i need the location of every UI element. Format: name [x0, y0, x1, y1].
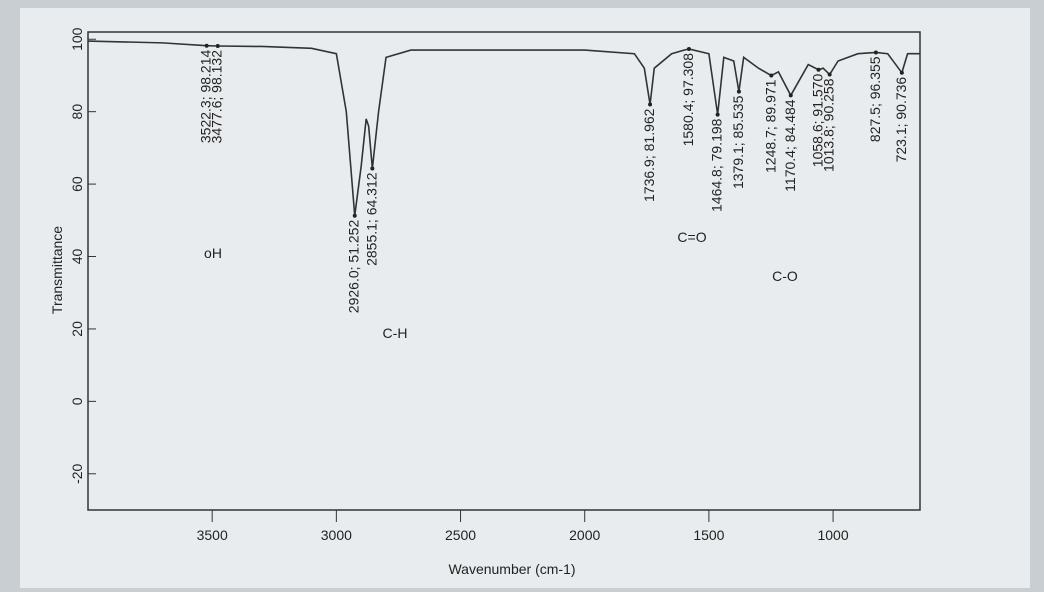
peak-label: 2855.1; 64.312 — [363, 172, 379, 266]
chart: Wavenumber (cm-1) Transmittance 100 80 60 4… — [0, 0, 1044, 592]
x-tick-label: 2500 — [445, 527, 476, 543]
peak-marker — [828, 73, 832, 77]
x-tick-label: 1500 — [693, 527, 724, 543]
annotation: C-H — [383, 325, 408, 341]
peak-label: 2926.0; 51.252 — [346, 220, 362, 314]
y-axis-label: Transmittance — [49, 226, 65, 314]
peak-label: 1379.1; 85.535 — [730, 95, 746, 189]
x-axis-label: Wavenumber (cm-1) — [448, 561, 575, 577]
peak-marker — [737, 90, 741, 94]
peak-label: 3477.6; 98.132 — [209, 50, 225, 144]
peak-marker — [817, 68, 821, 72]
x-tick-label: 3000 — [321, 527, 352, 543]
peak-marker — [370, 166, 374, 170]
peak-label: 827.5; 96.355 — [867, 56, 883, 142]
y-tick-label: 20 — [69, 321, 85, 337]
x-tick-label: 3500 — [197, 527, 228, 543]
y-tick-label: 40 — [69, 249, 85, 265]
peak-marker — [874, 50, 878, 54]
peak-marker — [353, 214, 357, 218]
y-tick-label: -20 — [69, 463, 85, 483]
y-tick-label: 0 — [69, 397, 85, 405]
y-tick-label: 100 — [69, 27, 85, 51]
peak-label: 723.1; 90.736 — [893, 77, 909, 163]
peak-marker — [648, 103, 652, 107]
peak-marker — [205, 44, 209, 48]
annotation: C-O — [772, 268, 798, 284]
annotation: oH — [204, 245, 222, 261]
y-tick-label: 80 — [69, 104, 85, 120]
peak-marker — [216, 44, 220, 48]
y-tick-label: 60 — [69, 176, 85, 192]
peak-marker — [687, 47, 691, 51]
annotation: C=O — [677, 229, 706, 245]
peak-label: 1013.8; 90.258 — [821, 78, 837, 172]
peak-label: 1580.4; 97.308 — [680, 53, 696, 147]
peak-label: 1248.7; 89.971 — [762, 79, 778, 173]
peak-label: 1736.9; 81.962 — [641, 108, 657, 202]
peak-marker — [900, 71, 904, 75]
peak-label: 1464.8; 79.198 — [709, 118, 725, 212]
x-tick-label: 1000 — [817, 527, 848, 543]
x-tick-label: 2000 — [569, 527, 600, 543]
peak-marker — [789, 93, 793, 97]
peak-label: 1170.4; 84.484 — [782, 99, 798, 192]
peak-marker — [769, 74, 773, 78]
peak-marker — [716, 113, 720, 117]
